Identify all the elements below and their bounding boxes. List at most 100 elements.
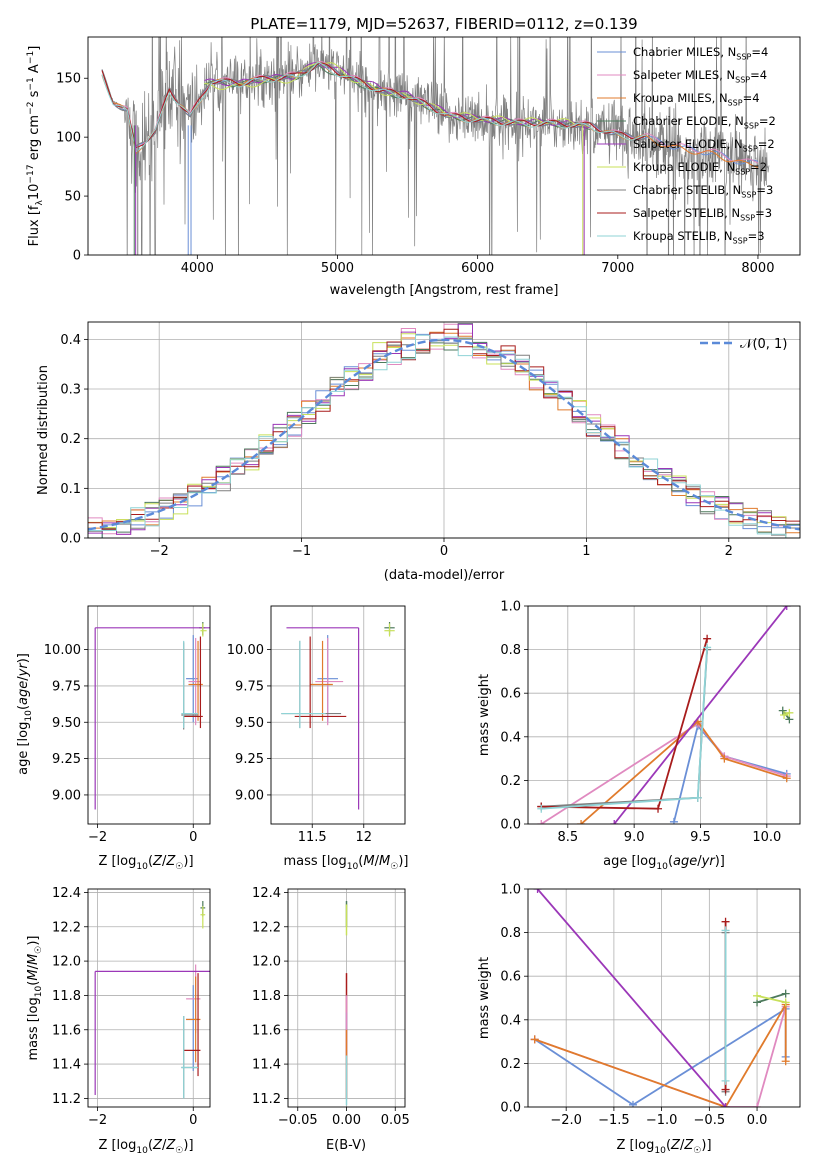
x-axis-label: age [log10(age/yr)] [603,854,725,872]
weight-marker [577,820,586,824]
y-tick-label: 9.50 [235,716,264,731]
y-tick-label: 9.75 [235,679,264,694]
x-axis-label: mass [log10(M/M☉)] [284,854,409,872]
y-tick-label: 150 [56,72,81,87]
y-tick-label: 11.4 [52,1058,81,1073]
x-tick-label: 0.05 [381,1113,410,1128]
y-tick-label: 0.4 [500,1013,521,1028]
axes-frame [87,888,211,1108]
histogram-9 [88,334,800,538]
y-tick-label: 12.2 [52,920,81,935]
histogram-7 [88,337,800,536]
y-axis-label: mass [log10(M/M☉)] [26,936,44,1061]
y-tick-label: 11.6 [52,1023,81,1038]
y-tick-label: 0.8 [500,643,521,658]
weight-marker [703,634,712,643]
panel-mass_vs_Z: −2 0 11.2 11.4 11.6 11.8 12.0 12.2 12.4 Z [log10(… [26,886,211,1156]
y-tick-label: 1.0 [500,600,521,615]
weight-marker [753,991,762,1000]
weight-marker [533,889,542,893]
y-tick-label: 0.0 [500,818,521,833]
y-tick-label: 50 [64,190,81,205]
y-axis-label: Normed distribution [36,365,51,495]
weight-marker [778,706,787,715]
weight-marker [721,926,730,935]
weight-marker [782,774,791,783]
panel-weight_vs_Z: −2.0 −1.5 −1.0 −0.5 0.0 0.0 0.2 0.4 0.6 0.8 1.0 Z [… [477,883,801,1156]
y-tick-label: 9.25 [235,752,264,767]
axes-frame [527,605,801,825]
axes-frame [287,888,406,1108]
x-tick-label: 0.00 [332,1113,361,1128]
y-tick-label: 0.6 [500,970,521,985]
plot-area [94,621,210,810]
x-tick-label: 0 [189,1113,197,1128]
axes-frame [527,888,801,1108]
weight-marker [654,804,663,813]
axes-frame [87,36,801,256]
legend-label: Chabrier MILES, NSSP=4 [633,45,768,61]
y-tick-label: 0.1 [60,482,81,497]
y-tick-label: 0.0 [60,532,81,547]
y-tick-label: 11.2 [52,1092,81,1107]
histogram-6 [88,333,800,538]
weight-line-3 [534,1001,787,1107]
weight-marker [721,1103,730,1107]
weight-marker [628,1100,637,1107]
y-tick-label: 9.00 [235,788,264,803]
y-tick-label: 0.4 [500,730,521,745]
weight-marker [721,917,730,926]
model-line-9 [101,62,646,153]
x-axis-label: Z [log10(Z/Z☉)] [98,1138,193,1156]
x-tick-label: 12 [355,830,372,845]
y-tick-label: 10.00 [227,643,264,658]
legend-label: Chabrier STELIB, NSSP=3 [633,183,773,199]
y-axis-label: age [log10(age/yr)] [16,653,34,775]
y-tick-label: 11.8 [52,989,81,1004]
panel-age_vs_mass: 11.5 12 9.00 9.25 9.50 9.75 10.00 mass [log10(M… [227,605,409,872]
plot-area [94,901,210,1099]
y-tick-label: 100 [56,131,81,146]
legend-label: Kroupa MILES, NSSP=4 [633,91,760,107]
y-tick-label: 9.75 [52,679,81,694]
weight-line-1 [673,724,787,823]
y-tick-label: 0.0 [500,1101,521,1116]
chart-title: PLATE=1179, MJD=52637, FIBERID=0112, z=0… [250,15,637,33]
weight-line-7 [541,649,708,808]
weight-marker [610,820,619,824]
x-tick-label: −2 [88,830,107,845]
x-axis-label: Z [log10(Z/Z☉)] [98,854,193,872]
y-tick-label: 11.8 [252,989,281,1004]
y-tick-label: 0.2 [500,774,521,789]
weight-line-8 [541,638,708,810]
y-tick-label: 12.0 [52,955,81,970]
panel-spectrum: 4000 5000 6000 7000 8000 0 50 100 150 PLATE=1179,… [26,15,801,298]
weight-line-6 [756,994,786,1004]
y-tick-label: 12.4 [252,886,281,901]
x-tick-label: −0.5 [694,1113,726,1128]
y-tick-label: 0.6 [500,687,521,702]
normal-curve [88,338,800,531]
weight-line-5 [536,889,727,1107]
weight-line-1 [534,1007,787,1106]
y-tick-label: 1.0 [500,883,521,898]
x-tick-label: −1.0 [646,1113,678,1128]
axes-frame [87,605,211,825]
x-tick-label: −0.05 [278,1113,318,1128]
plot-area [281,621,395,810]
plot-area [530,889,790,1107]
weight-marker [721,1076,730,1085]
legend-label: Salpeter MILES, NSSP=4 [633,68,767,84]
x-tick-label: 9.5 [690,830,711,845]
x-axis-label: Z [log10(Z/Z☉)] [616,1138,711,1156]
x-tick-label: −2 [150,544,169,559]
x-axis-label: (data-model)/error [384,568,505,583]
y-tick-label: 10.00 [44,643,81,658]
weight-marker [669,817,678,824]
histogram-8 [88,328,800,530]
weight-marker [785,708,794,717]
y-axis-label: mass weight [477,674,492,756]
axes-frame [87,321,801,539]
x-tick-label: 6000 [461,261,494,276]
plot-area [88,323,800,538]
